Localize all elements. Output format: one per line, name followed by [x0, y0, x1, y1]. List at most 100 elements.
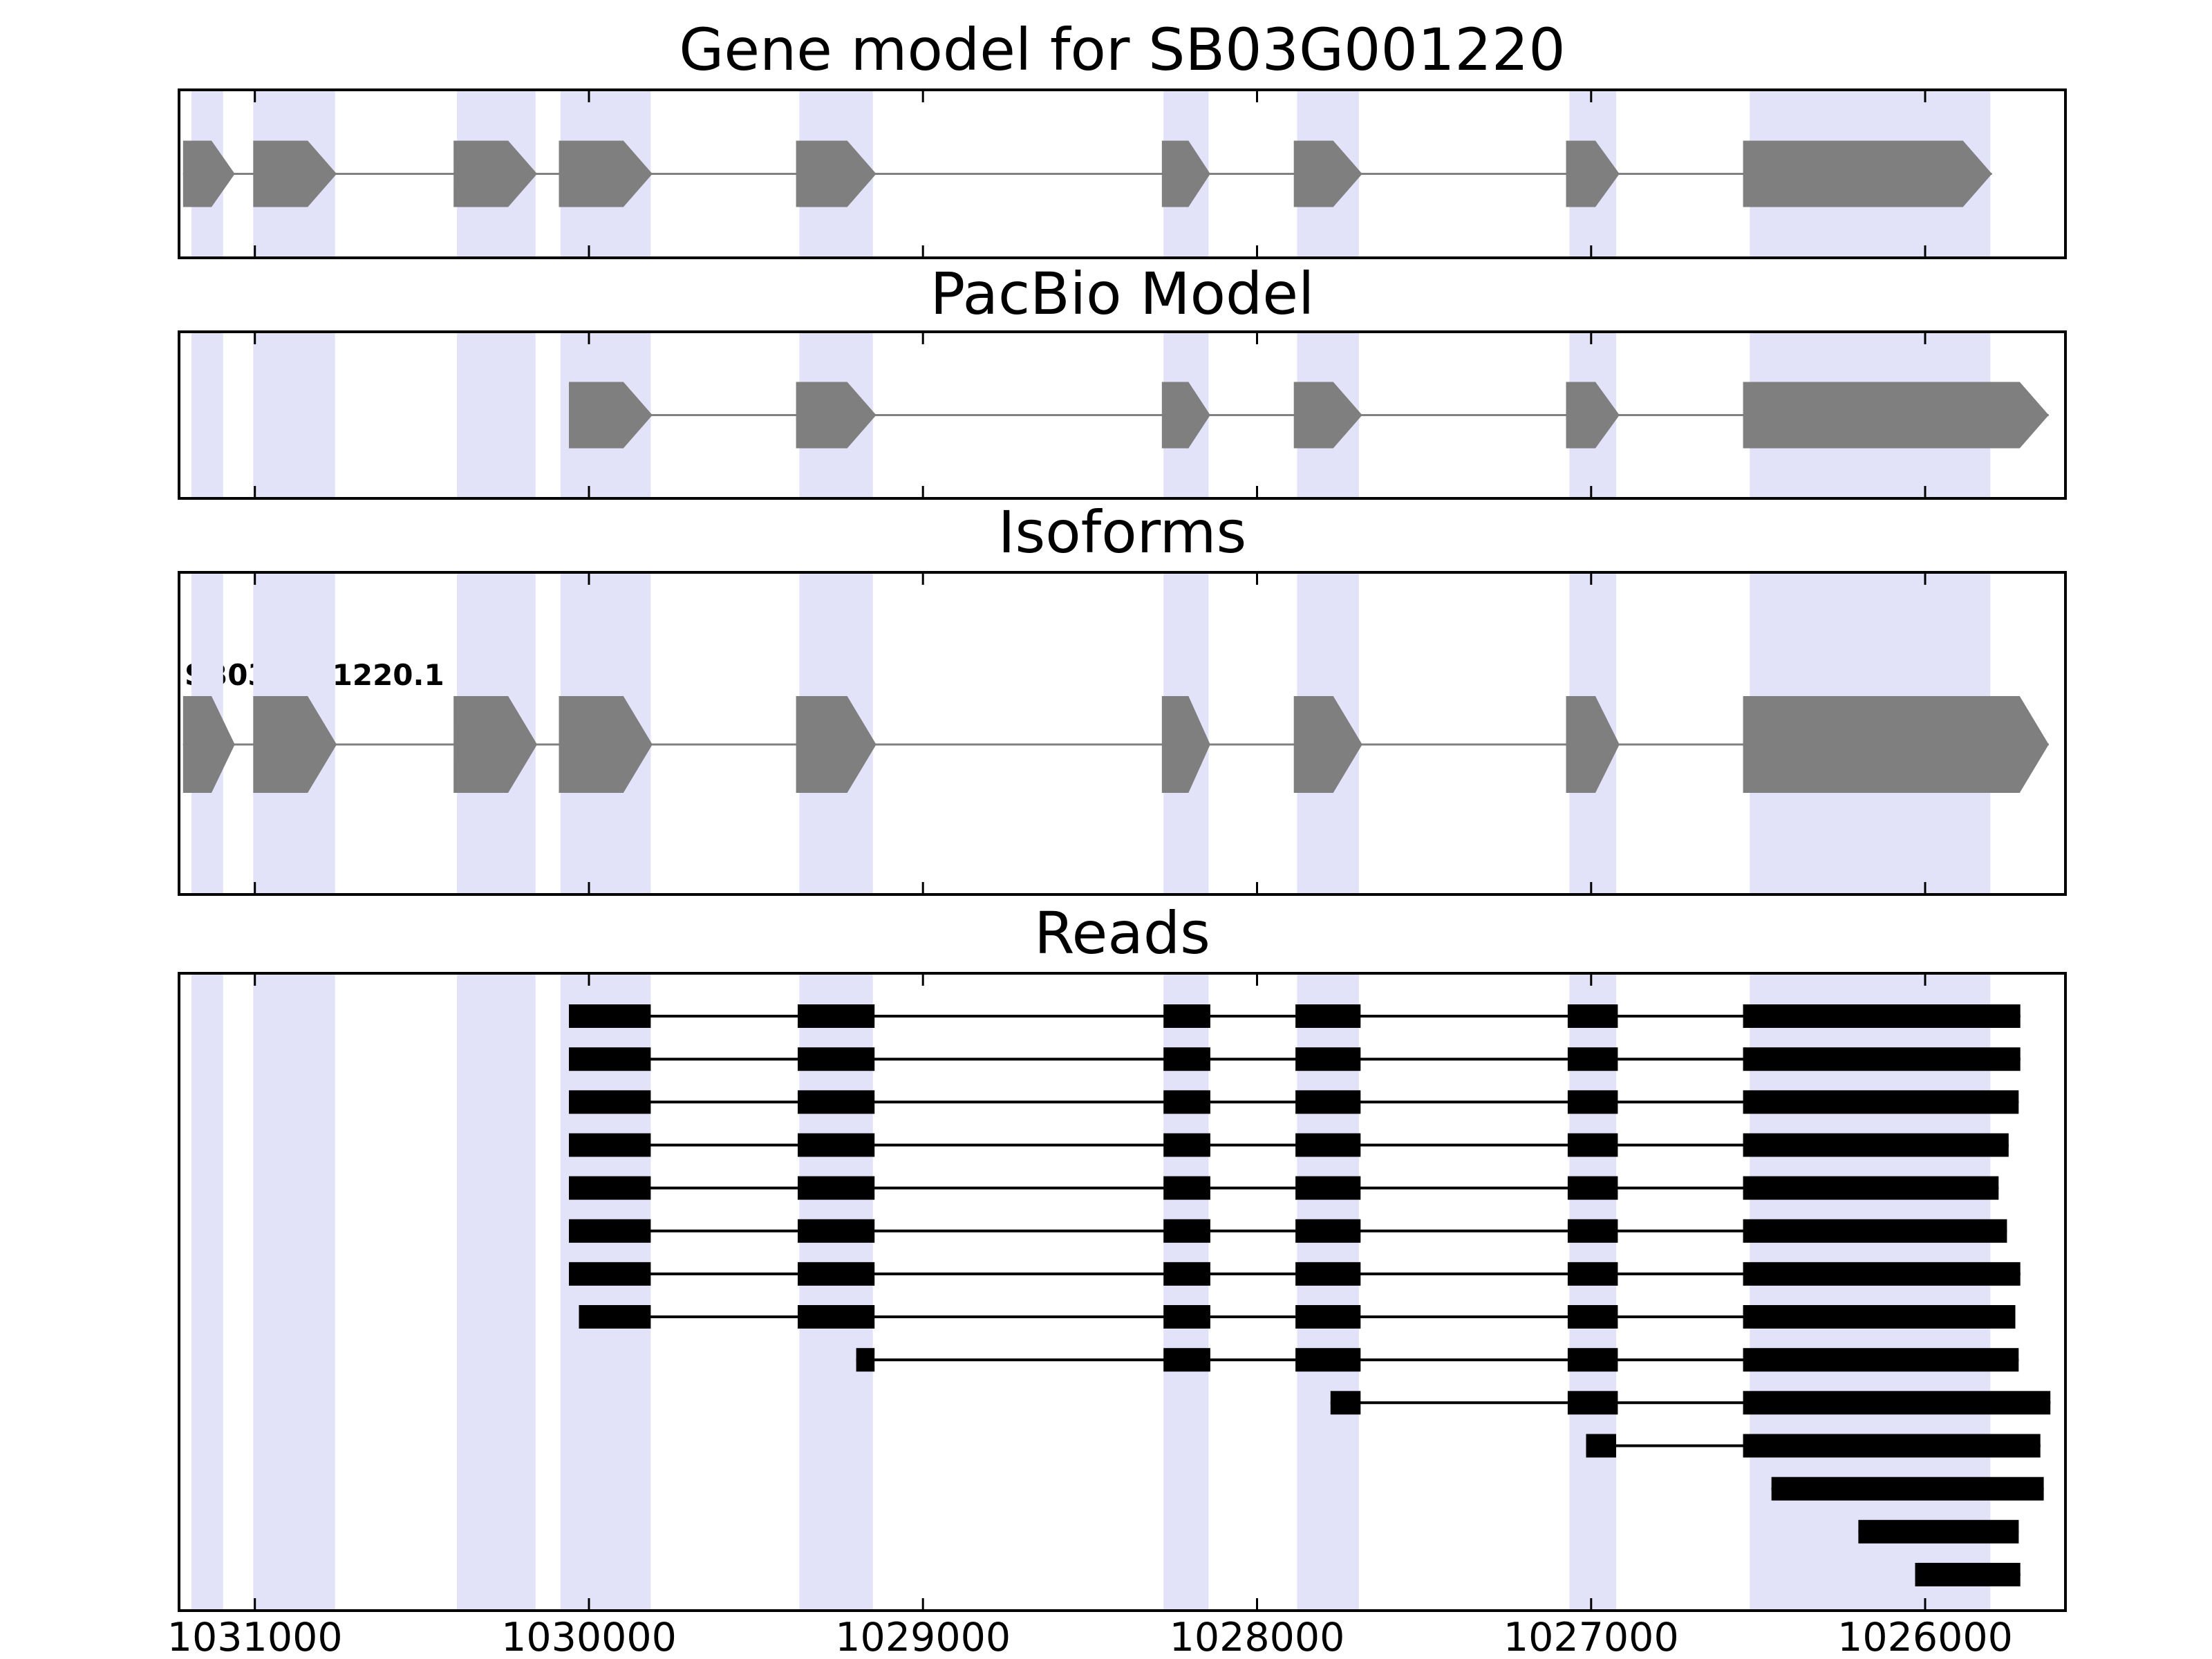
read-block — [1743, 1047, 2021, 1071]
read-block — [1567, 1047, 1618, 1071]
isoform-exon — [1293, 696, 1362, 793]
gene-model-exon — [1161, 140, 1210, 207]
pacbio-exon — [1293, 382, 1362, 449]
highlight-band — [560, 975, 651, 1609]
read-block — [1567, 1305, 1618, 1329]
x-tick-label: 1031000 — [167, 1615, 343, 1659]
gene-model-exon — [1293, 140, 1362, 207]
read-block — [1743, 1090, 2019, 1114]
highlight-band — [191, 975, 223, 1609]
highlight-band — [253, 333, 335, 497]
panel-border-pacbio — [178, 330, 2067, 500]
read-block — [1915, 1562, 2021, 1586]
read-block — [1163, 1219, 1210, 1243]
read-block — [798, 1090, 875, 1114]
read-block — [1586, 1434, 1616, 1458]
read-block — [1163, 1176, 1210, 1200]
x-tick-label: 1029000 — [835, 1615, 1011, 1659]
read-block — [1163, 1133, 1210, 1157]
read-block — [1330, 1391, 1361, 1415]
read-block — [569, 1219, 651, 1243]
panel-border-reads — [178, 972, 2067, 1612]
read-block — [1295, 1047, 1361, 1071]
isoform-exon — [182, 696, 235, 793]
pacbio-title: PacBio Model — [930, 260, 1315, 328]
read-block — [569, 1262, 651, 1286]
highlight-band — [457, 975, 536, 1609]
highlight-band — [253, 975, 335, 1609]
read-block — [569, 1133, 651, 1157]
highlight-band — [1750, 975, 1991, 1609]
read-block — [1567, 1090, 1618, 1114]
read-block — [1743, 1348, 2019, 1372]
read-block — [1567, 1262, 1618, 1286]
read-block — [1295, 1219, 1361, 1243]
read-block — [1163, 1262, 1210, 1286]
read-block — [1567, 1176, 1618, 1200]
x-tick-label: 1027000 — [1503, 1615, 1679, 1659]
isoform-exon — [1743, 696, 2049, 793]
reads-title: Reads — [1034, 899, 1210, 967]
isoform-exon — [796, 696, 877, 793]
isoform-exon — [253, 696, 337, 793]
read-block — [1743, 1004, 2021, 1028]
read-block — [569, 1004, 651, 1028]
read-block — [569, 1176, 651, 1200]
highlight-band — [191, 333, 223, 497]
gene-model-exon — [1566, 140, 1620, 207]
read-block — [1743, 1219, 2007, 1243]
isoform-exon — [1161, 696, 1210, 793]
isoform-exon — [1566, 696, 1620, 793]
highlight-band — [1163, 975, 1209, 1609]
gene-model-exon — [1743, 140, 1992, 207]
read-block — [1295, 1348, 1361, 1372]
read-block — [798, 1219, 875, 1243]
read-block — [1567, 1391, 1618, 1415]
read-block — [798, 1305, 875, 1329]
read-block — [1743, 1133, 2009, 1157]
highlight-band — [1297, 975, 1359, 1609]
read-block — [1295, 1305, 1361, 1329]
pacbio-exon — [1161, 382, 1210, 449]
isoform-exon — [453, 696, 538, 793]
gene-model-title: Gene model for SB03G001220 — [679, 16, 1566, 84]
read-block — [1163, 1305, 1210, 1329]
gene-model-exon — [796, 140, 877, 207]
highlight-band — [1569, 975, 1617, 1609]
read-block — [798, 1176, 875, 1200]
read-block — [569, 1090, 651, 1114]
read-block — [1163, 1348, 1210, 1372]
read-block — [1295, 1133, 1361, 1157]
read-block — [1567, 1219, 1618, 1243]
x-tick-label: 1028000 — [1170, 1615, 1345, 1659]
gene-model-exon — [182, 140, 235, 207]
read-block — [1743, 1434, 2041, 1458]
gene-model-exon — [559, 140, 653, 207]
highlight-band — [799, 975, 873, 1609]
read-block — [569, 1047, 651, 1071]
read-block — [856, 1348, 875, 1372]
highlight-band — [457, 333, 536, 497]
read-block — [1743, 1262, 2021, 1286]
read-block — [798, 1262, 875, 1286]
read-block — [798, 1047, 875, 1071]
gene-model-exon — [453, 140, 538, 207]
pacbio-exon — [1743, 382, 2049, 449]
x-tick-label: 1030000 — [501, 1615, 677, 1659]
read-block — [1567, 1133, 1618, 1157]
read-block — [1163, 1090, 1210, 1114]
pacbio-exon — [1566, 382, 1620, 449]
read-block — [1743, 1391, 2051, 1415]
read-block — [1771, 1477, 2044, 1501]
read-block — [1567, 1348, 1618, 1372]
read-block — [1743, 1305, 2016, 1329]
gene-model-exon — [253, 140, 337, 207]
read-block — [1295, 1262, 1361, 1286]
read-block — [1567, 1004, 1618, 1028]
isoform-exon — [559, 696, 653, 793]
read-block — [1163, 1004, 1210, 1028]
read-block — [1858, 1519, 2019, 1544]
x-tick-label: 1026000 — [1837, 1615, 2013, 1659]
